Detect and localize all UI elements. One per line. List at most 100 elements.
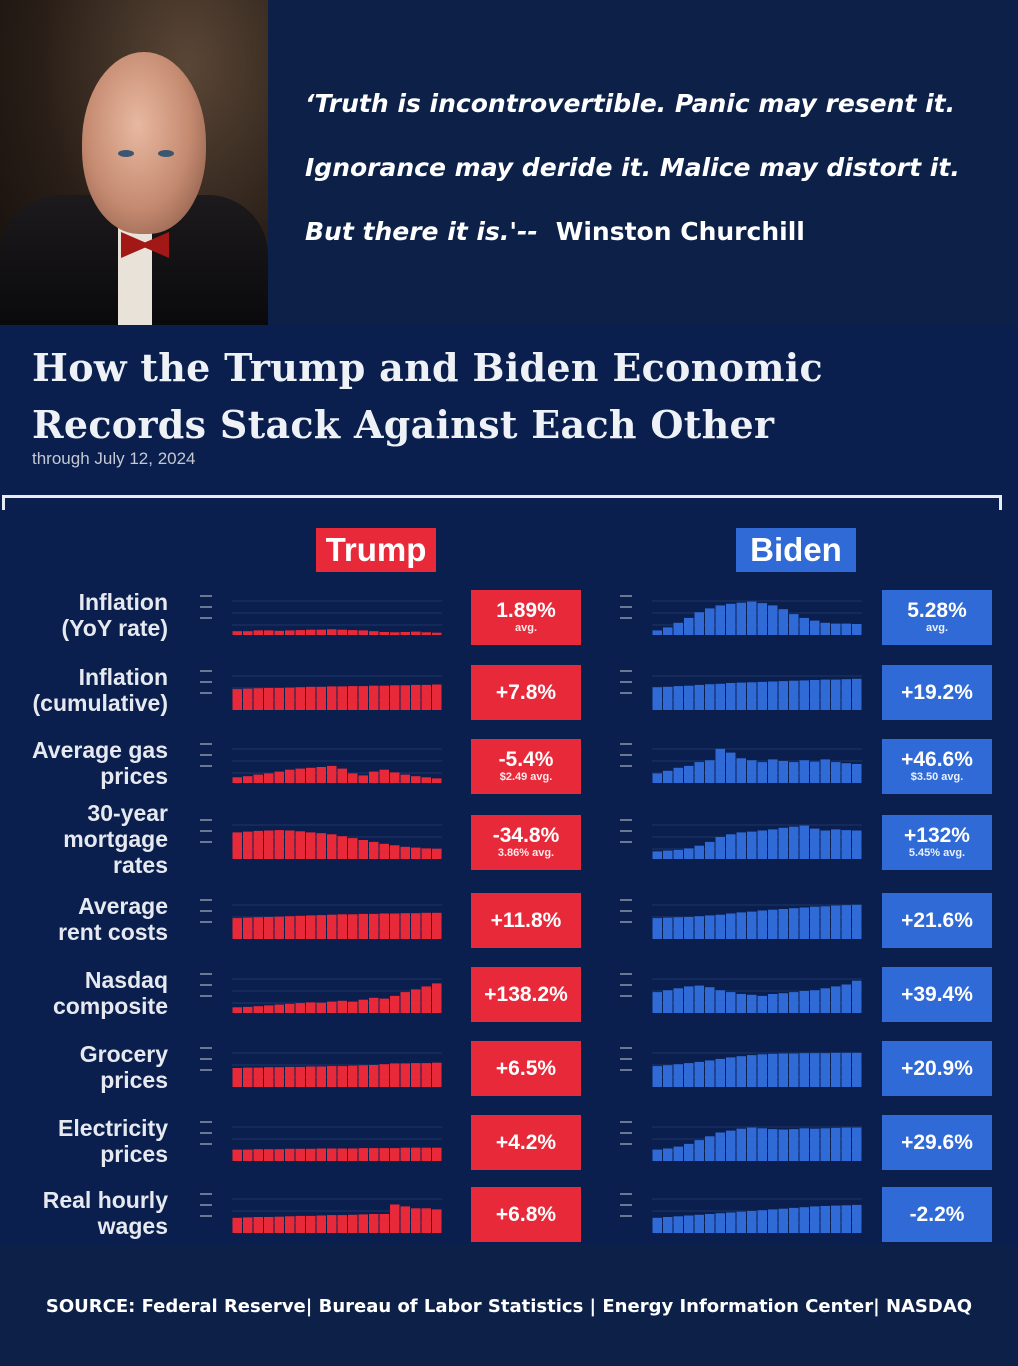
- trump-sparkline-0-bar: [348, 630, 358, 635]
- trump-axis-ticks-8-mark: [200, 1204, 212, 1206]
- biden-sparkline-4-bar: [799, 907, 809, 939]
- biden-axis-ticks-0: [620, 595, 634, 628]
- biden-axis-ticks-2-mark: [620, 765, 632, 767]
- biden-sparkline-0-bar: [694, 612, 704, 635]
- biden-sparkline-5-bar: [757, 995, 767, 1013]
- trump-sparkline-6-bar: [432, 1062, 442, 1087]
- trump-sparkline-2-bar: [253, 774, 263, 783]
- portrait-eye-left: [118, 150, 134, 157]
- trump-sparkline-6-bar: [348, 1065, 358, 1087]
- biden-sparkline-4-bar: [778, 909, 788, 939]
- trump-axis-ticks-4-mark: [200, 921, 212, 923]
- biden-sparkline-0-bar: [757, 603, 767, 635]
- trump-sparkline-0-bar: [306, 629, 316, 635]
- row-label-0-line-1: (YoY rate): [61, 615, 168, 641]
- trump-axis-ticks-8: [200, 1193, 214, 1226]
- trump-sparkline-4-bar: [421, 912, 431, 939]
- biden-sparkline-6-bar: [768, 1053, 778, 1087]
- biden-sparkline-3-svg: [652, 824, 862, 859]
- biden-value-box-2-value: +46.6%: [901, 748, 973, 771]
- trump-sparkline-0-bar: [327, 629, 337, 635]
- biden-sparkline-6-bar: [694, 1061, 704, 1087]
- biden-sparkline-3-bar: [852, 830, 862, 859]
- trump-sparkline-3-bar: [379, 843, 389, 859]
- biden-sparkline-4-bar: [747, 911, 757, 939]
- portrait-eye-right: [158, 150, 174, 157]
- trump-sparkline-6-bar: [306, 1066, 316, 1087]
- trump-sparkline-0-bar: [421, 632, 431, 635]
- biden-sparkline-8-bar: [820, 1206, 830, 1233]
- trump-axis-ticks-4: [200, 899, 214, 932]
- quote-line-3: But there it is.'-- Winston Churchill: [305, 200, 1005, 264]
- biden-sparkline-3-bar: [810, 828, 820, 859]
- biden-axis-ticks-8-mark: [620, 1215, 632, 1217]
- trump-value-box-1: +7.8%: [471, 665, 581, 720]
- trump-sparkline-1-bar: [421, 684, 431, 710]
- trump-sparkline-2-bar: [358, 775, 368, 783]
- biden-sparkline-1-bar: [663, 686, 673, 710]
- biden-sparkline-5-bar: [778, 993, 788, 1013]
- biden-sparkline-2-bar: [841, 763, 851, 783]
- biden-sparkline-4-bar: [705, 915, 715, 939]
- trump-sparkline-6-bar: [253, 1067, 263, 1087]
- trump-sparkline-4-bar: [274, 916, 284, 939]
- biden-axis-ticks-5-mark: [620, 973, 632, 975]
- biden-sparkline-0: [652, 593, 862, 640]
- trump-sparkline-5-bar: [358, 999, 368, 1013]
- trump-sparkline-4-bar: [295, 915, 305, 939]
- trump-sparkline-1-bar: [232, 689, 242, 710]
- biden-sparkline-7: [652, 1119, 862, 1166]
- biden-sparkline-8: [652, 1191, 862, 1238]
- trump-sparkline-8-bar: [274, 1216, 284, 1233]
- trump-sparkline-0-bar: [232, 631, 242, 635]
- biden-sparkline-7-bar: [831, 1127, 841, 1161]
- biden-sparkline-4: [652, 897, 862, 944]
- biden-axis-ticks-5-mark: [620, 984, 632, 986]
- trump-value-box-4-value: +11.8%: [490, 908, 562, 932]
- trump-value-box-4: +11.8%: [471, 893, 581, 948]
- biden-sparkline-7-bar: [663, 1148, 673, 1161]
- biden-sparkline-3-bar: [747, 831, 757, 859]
- biden-axis-ticks-0-mark: [620, 595, 632, 597]
- trump-sparkline-3-bar: [369, 841, 379, 859]
- trump-sparkline-7-bar: [369, 1148, 379, 1161]
- portrait-head: [82, 52, 206, 234]
- biden-sparkline-8-bar: [663, 1217, 673, 1233]
- trump-sparkline-4-bar: [390, 913, 400, 939]
- biden-sparkline-8-bar: [652, 1217, 662, 1233]
- biden-sparkline-3: [652, 817, 862, 864]
- biden-sparkline-5-bar: [831, 986, 841, 1013]
- trump-sparkline-3-bar: [348, 838, 358, 859]
- trump-value-box-7: +4.2%: [471, 1115, 581, 1170]
- biden-sparkline-7-bar: [684, 1143, 694, 1161]
- trump-sparkline-2-bar: [264, 773, 274, 783]
- biden-sparkline-6-bar: [684, 1063, 694, 1087]
- biden-value-box-1-value: +19.2%: [901, 680, 973, 704]
- biden-sparkline-1-bar: [799, 680, 809, 710]
- biden-sparkline-7-bar: [726, 1130, 736, 1161]
- biden-sparkline-0-bar: [820, 622, 830, 635]
- biden-sparkline-7-bar: [799, 1128, 809, 1161]
- biden-sparkline-1-bar: [831, 679, 841, 710]
- biden-sparkline-2-bar: [831, 762, 841, 783]
- biden-sparkline-8-bar: [768, 1209, 778, 1233]
- trump-sparkline-7-bar: [400, 1147, 410, 1161]
- trump-sparkline-6: [232, 1045, 442, 1092]
- trump-sparkline-8-bar: [316, 1215, 326, 1233]
- biden-sparkline-0-bar: [726, 603, 736, 635]
- biden-sparkline-5-bar: [663, 990, 673, 1013]
- trump-sparkline-5-bar: [390, 995, 400, 1013]
- trump-sparkline-4-bar: [369, 913, 379, 939]
- biden-sparkline-4-bar: [852, 904, 862, 939]
- row-label-0-line-0: Inflation: [78, 589, 168, 615]
- trump-sparkline-6-bar: [358, 1065, 368, 1087]
- biden-sparkline-8-bar: [715, 1213, 725, 1233]
- biden-sparkline-1-bar: [684, 685, 694, 710]
- biden-sparkline-4-bar: [841, 905, 851, 939]
- biden-sparkline-0-bar: [715, 605, 725, 635]
- biden-sparkline-6-bar: [726, 1057, 736, 1087]
- trump-sparkline-3-bar: [432, 848, 442, 859]
- biden-axis-ticks-0-mark: [620, 606, 632, 608]
- biden-sparkline-1-bar: [852, 678, 862, 710]
- trump-axis-ticks-5-mark: [200, 973, 212, 975]
